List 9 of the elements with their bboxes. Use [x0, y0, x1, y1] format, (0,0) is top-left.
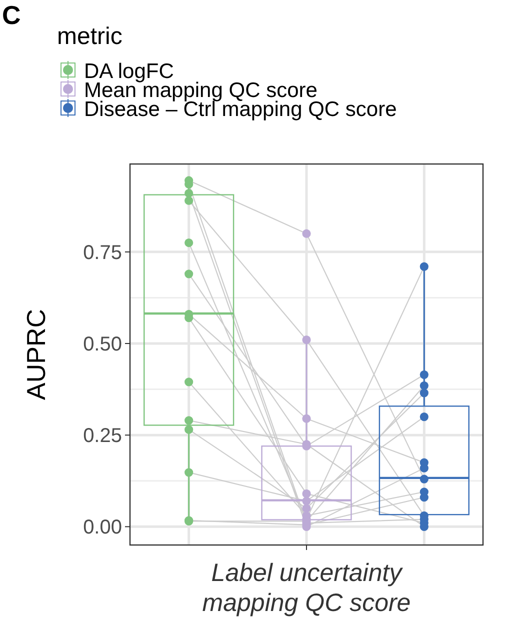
- y-tick-label: 0.00: [83, 516, 122, 539]
- y-tick-label: 0.25: [83, 425, 122, 448]
- y-tick-label: 0.50: [83, 334, 122, 356]
- y-axis-title: AUPRC: [21, 308, 51, 400]
- y-tick-label: 0.75: [83, 242, 122, 264]
- text: C: [2, 0, 21, 30]
- x-axis-title: Label uncertainty mapping QC score: [202, 559, 411, 617]
- legend-label: DA logFC: [84, 60, 174, 83]
- legend-title: metric: [57, 23, 122, 50]
